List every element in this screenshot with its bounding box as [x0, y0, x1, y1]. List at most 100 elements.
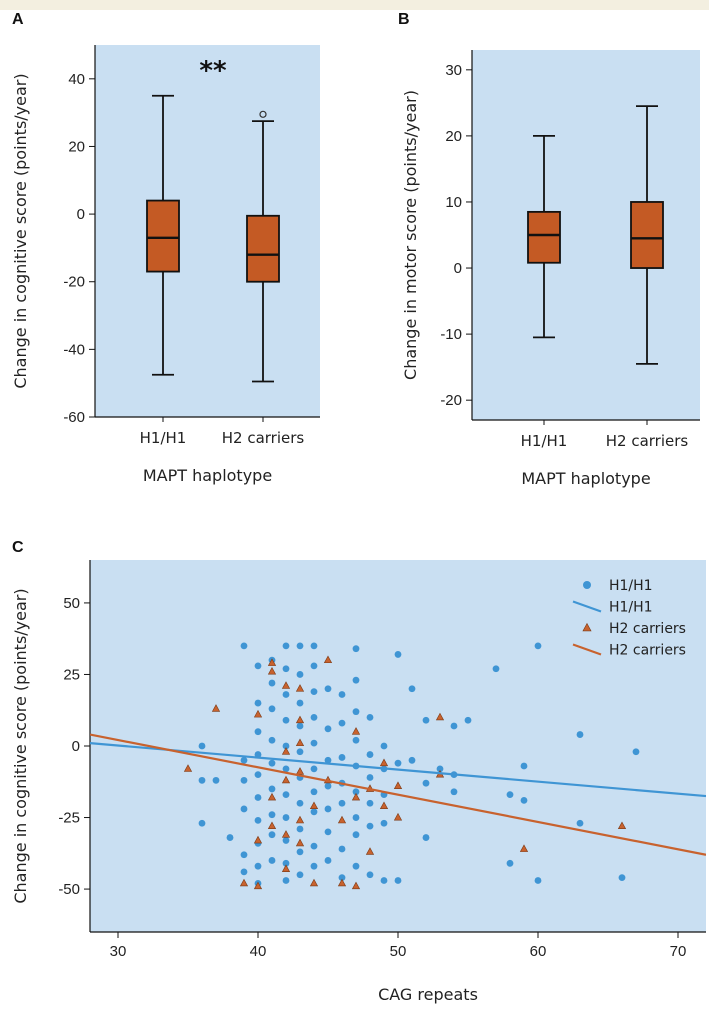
h1-data-point: [422, 834, 430, 841]
h2-data-point: [379, 758, 389, 767]
h2-data-point: [323, 655, 333, 664]
h1-data-point: [282, 765, 290, 773]
x-tick-label: 50: [390, 943, 407, 960]
legend-marker-circle: [583, 581, 591, 589]
h1-data-point: [492, 665, 500, 673]
h1-data-point: [254, 662, 262, 670]
h1-regression-line: [90, 742, 706, 798]
y-tick-label: 0: [72, 738, 80, 755]
y-axis-label: Change in motor score (points/year): [401, 90, 420, 380]
h2-data-point: [267, 658, 277, 666]
y-tick-label: -40: [63, 341, 85, 358]
h1-data-point: [282, 691, 290, 698]
h2-data-point: [183, 764, 193, 772]
y-tick-label: 0: [77, 206, 85, 223]
h1-data-point: [436, 765, 444, 773]
h1-data-point: [324, 782, 332, 790]
y-tick-label: -10: [440, 326, 462, 343]
h1-data-point: [338, 799, 346, 807]
h1-data-point: [352, 862, 360, 870]
h2-data-point: [337, 815, 347, 824]
h1-data-point: [408, 756, 416, 764]
y-tick-label: -20: [440, 392, 462, 409]
h1-data-point: [338, 845, 346, 853]
h1-data-point: [240, 805, 248, 813]
h2-data-point: [393, 812, 403, 821]
plot-background: [472, 50, 700, 420]
h2-regression-line: [90, 733, 706, 856]
h1-data-point: [296, 748, 304, 756]
h1-data-point: [254, 699, 262, 707]
y-tick-label: 40: [68, 71, 85, 88]
y-tick-label: 20: [68, 138, 85, 155]
x-axis-label: MAPT haplotype: [521, 469, 650, 488]
h2-data-point: [351, 881, 361, 890]
h1-data-point: [324, 685, 332, 693]
y-tick-label: -60: [63, 409, 85, 426]
h1-data-point: [254, 794, 262, 801]
h1-data-point: [310, 765, 318, 773]
h2-data-point: [351, 792, 361, 801]
x-tick-label: 70: [670, 943, 687, 960]
h1-data-point: [254, 728, 262, 736]
h1-data-point: [520, 796, 528, 804]
h1-data-point: [352, 645, 360, 653]
category-label: H1/H1: [521, 432, 568, 450]
h1-data-point: [296, 671, 304, 678]
h1-data-point: [324, 725, 332, 733]
y-tick-label: -25: [58, 810, 80, 827]
h2-data-point: [281, 830, 291, 838]
h1-data-point: [366, 799, 374, 807]
h1-data-point: [422, 716, 430, 724]
h1-data-point: [268, 705, 276, 713]
h1-data-point: [240, 776, 248, 784]
iqr-box: [630, 201, 664, 269]
h1-data-point: [520, 762, 528, 770]
h1-data-point: [534, 642, 542, 650]
h1-data-point: [450, 722, 458, 730]
h2-data-point: [393, 781, 403, 789]
h2-data-point: [617, 821, 627, 830]
h1-data-point: [632, 748, 640, 756]
h1-data-point: [254, 751, 262, 758]
legend-label: H1/H1: [609, 578, 653, 594]
h1-data-point: [422, 779, 430, 787]
h1-data-point: [338, 719, 346, 727]
legend: H1/H1 H1/H1 H2 carriers H2 carriers: [572, 578, 686, 659]
h1-data-point: [282, 716, 290, 724]
h2-data-point: [253, 835, 263, 844]
h1-data-point: [310, 808, 318, 816]
h1-data-point: [408, 685, 416, 693]
h1-data-point: [380, 742, 388, 750]
h2-data-point: [295, 684, 305, 692]
h1-data-point: [450, 788, 458, 796]
y-tick-label: -20: [63, 274, 85, 291]
y-tick-label: 25: [63, 666, 80, 683]
h1-data-point: [310, 662, 318, 670]
y-axis-label: Change in cognitive score (points/year): [11, 73, 30, 388]
legend-marker-line: [572, 643, 602, 656]
h1-data-point: [394, 877, 402, 884]
legend-marker-triangle: [582, 622, 592, 632]
h1-data-point: [282, 642, 290, 650]
y-tick-label: 20: [445, 128, 462, 145]
x-tick-label: 30: [110, 943, 127, 960]
legend-label: H1/H1: [609, 600, 653, 616]
h1-data-point: [310, 713, 318, 721]
h2-data-point: [253, 709, 263, 718]
h2-data-point: [519, 844, 529, 852]
h1-data-point: [198, 819, 206, 827]
h2-data-point: [267, 792, 277, 801]
h1-data-point: [268, 811, 276, 819]
category-label: H2 carriers: [222, 429, 305, 447]
x-axis-label: CAG repeats: [378, 985, 478, 1004]
h2-data-point: [253, 881, 263, 890]
legend-marker-line: [572, 600, 602, 613]
h2-data-point: [295, 815, 305, 824]
h1-data-point: [282, 814, 290, 821]
y-axis-label: Change in cognitive score (points/year): [11, 588, 30, 903]
h1-data-point: [366, 871, 374, 879]
panel-letter-c: C: [12, 539, 24, 556]
h2-data-point: [211, 704, 221, 712]
